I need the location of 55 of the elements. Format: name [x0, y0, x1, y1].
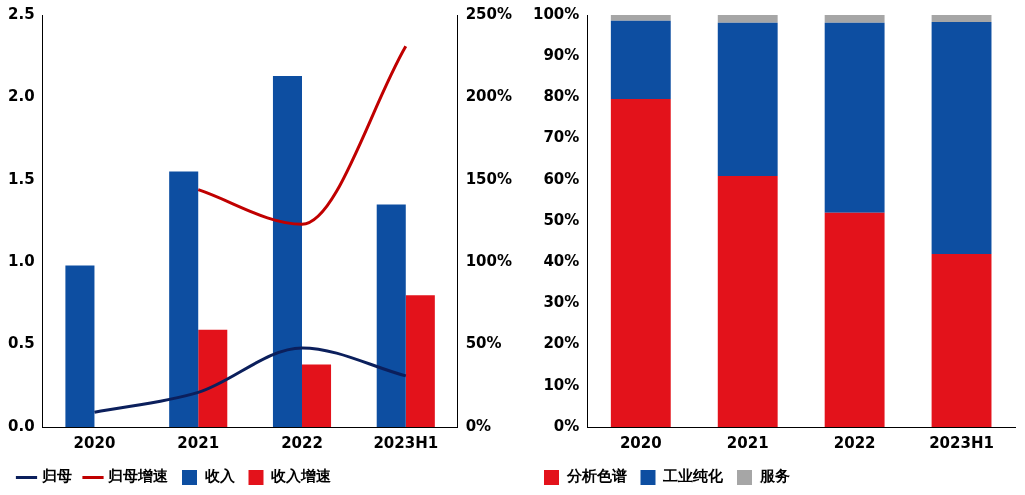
line-series	[92, 346, 408, 414]
y2-tick-label: 200%	[465, 87, 512, 106]
y-tick-label: 100%	[533, 4, 580, 23]
x-tick-label: 2020	[619, 433, 662, 452]
y2-tick-label: 150%	[465, 169, 512, 188]
bar	[65, 265, 95, 427]
bar	[931, 15, 992, 22]
bar	[610, 20, 671, 100]
bar	[931, 22, 992, 254]
legend-label: 归母	[40, 467, 72, 486]
bar	[717, 176, 778, 427]
y-tick-label: 80%	[543, 87, 580, 106]
legend-label: 收入增速	[271, 467, 332, 486]
legend-label: 收入	[204, 467, 236, 486]
y2-tick-label: 50%	[465, 334, 502, 353]
y-tick-label: 2.5	[7, 4, 35, 23]
bar	[717, 15, 778, 23]
legend-label: 分析色谱	[565, 467, 627, 486]
y-tick-label: 0.0	[7, 416, 35, 435]
bar	[931, 253, 992, 427]
y-tick-label: 90%	[543, 46, 580, 65]
legend-label: 服务	[758, 467, 790, 486]
y-tick-label: 1.0	[7, 252, 35, 271]
bar	[717, 22, 778, 177]
x-tick-label: 2021	[726, 433, 769, 452]
y-tick-label: 60%	[543, 169, 580, 188]
y-tick-label: 50%	[543, 210, 580, 229]
y-tick-label: 30%	[543, 293, 580, 312]
x-tick-label: 2023H1	[373, 433, 439, 452]
bar	[302, 364, 332, 427]
bar	[169, 171, 199, 427]
legend-label: 归母增速	[107, 467, 169, 486]
x-tick-label: 2023H1	[929, 433, 994, 452]
legend-label: 工业纯化	[662, 467, 724, 486]
bar	[824, 22, 885, 213]
y2-tick-label: 0%	[465, 416, 492, 435]
x-tick-label: 2022	[281, 433, 323, 452]
y2-tick-label: 250%	[465, 4, 512, 23]
x-tick-label: 2022	[833, 433, 876, 452]
bar	[824, 15, 885, 23]
y2-tick-label: 100%	[465, 252, 512, 271]
y-tick-label: 0.5	[7, 334, 35, 353]
x-tick-label: 2021	[177, 433, 220, 452]
y-tick-label: 40%	[543, 252, 580, 271]
bar	[610, 99, 671, 427]
y-tick-label: 70%	[543, 128, 580, 147]
y-tick-label: 2.0	[7, 87, 35, 106]
y-tick-label: 0%	[553, 416, 580, 435]
bar	[610, 15, 671, 21]
y-tick-label: 20%	[543, 334, 580, 353]
bar	[272, 75, 302, 427]
y-tick-label: 1.5	[7, 169, 35, 188]
x-tick-label: 2020	[73, 433, 116, 452]
y-tick-label: 10%	[543, 375, 580, 394]
bar	[824, 212, 885, 427]
